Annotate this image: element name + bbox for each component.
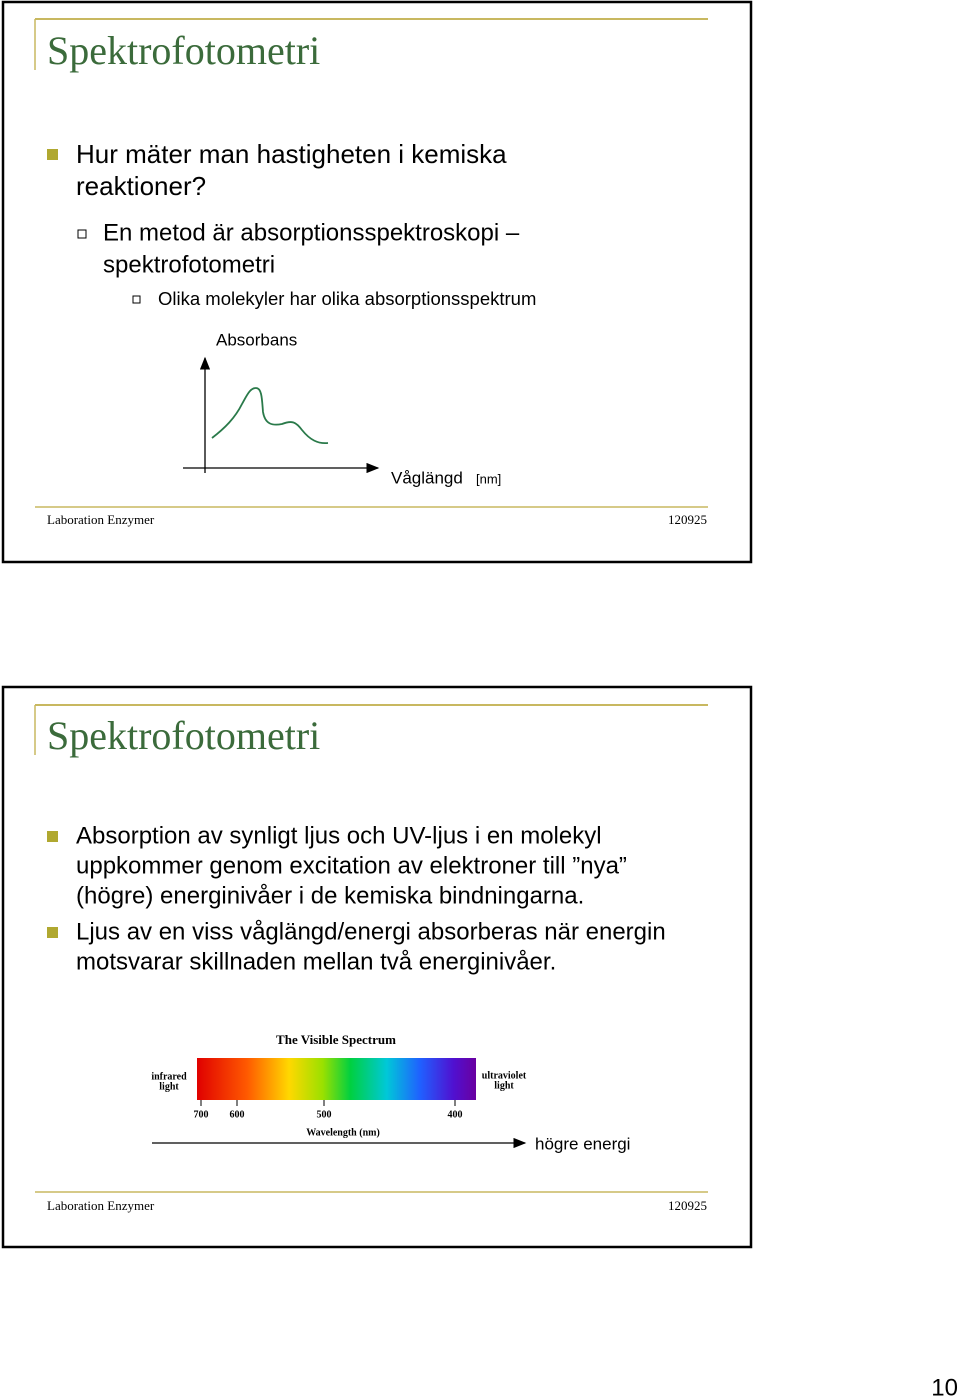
- bullet-marker: [47, 927, 58, 938]
- axis-label: Absorbans: [216, 330, 297, 349]
- slide-title: Spektrofotometri: [47, 28, 320, 73]
- bullet-text: Hur mäter man hastigheten i kemiska: [76, 139, 507, 169]
- bullet-text: (högre) energinivåer i de kemiska bindni…: [76, 882, 584, 909]
- figure-title: The Visible Spectrum: [276, 1032, 396, 1047]
- spectrum-label: infrared: [151, 1071, 187, 1082]
- bullet-text: spektrofotometri: [103, 251, 275, 278]
- bullet-text: reaktioner?: [76, 171, 206, 201]
- page-number: 10: [931, 1374, 958, 1400]
- bullet-text: Ljus av en viss våglängd/energi absorber…: [76, 918, 666, 945]
- sub-bullet-marker: [132, 295, 141, 304]
- footer-left: Laboration Enzymer: [47, 1198, 155, 1213]
- spectrum-bar: [197, 1058, 476, 1100]
- absorbance-figure: Absorbans Våglängd [nm]: [183, 330, 501, 487]
- slide-2: Spektrofotometri Absorption av synligt l…: [1, 685, 753, 1249]
- axis-label: Wavelength (nm): [306, 1127, 380, 1138]
- slide-frame: [1, 685, 753, 1249]
- footer-left: Laboration Enzymer: [47, 512, 155, 527]
- spectrum-label: light: [159, 1081, 179, 1092]
- slide-frame: [1, 0, 753, 564]
- bullet-text: En metod är absorptionsspektroskopi –: [103, 219, 520, 246]
- sub-bullet-marker: [77, 229, 87, 239]
- footer-right: 120925: [668, 512, 707, 527]
- bullet-text: motsvarar skillnaden mellan två energini…: [76, 948, 556, 975]
- bullet-marker: [47, 831, 58, 842]
- bullet-marker: [47, 149, 58, 160]
- slide-1: Spektrofotometri Hur mäter man hastighet…: [1, 0, 753, 564]
- bullet-text: uppkommer genom excitation av elektroner…: [76, 852, 627, 879]
- footer-right: 120925: [668, 1198, 707, 1213]
- slide-title: Spektrofotometri: [47, 713, 320, 758]
- tick-label: 600: [230, 1109, 245, 1120]
- absorbance-curve: [211, 387, 329, 445]
- tick-label: 400: [448, 1109, 463, 1120]
- bullet-text: Absorption av synligt ljus och UV-ljus i…: [76, 822, 602, 849]
- tick-label: 700: [194, 1109, 209, 1120]
- bullet-text: Olika molekyler har olika absorptionsspe…: [158, 288, 536, 309]
- arrow-label: högre energi: [535, 1134, 630, 1153]
- spectrum-label: light: [494, 1080, 514, 1091]
- spectrum-label: ultraviolet: [482, 1070, 527, 1081]
- spectrum-figure: The Visible Spectrum infrared light ultr…: [151, 1032, 630, 1154]
- tick-label: 500: [317, 1109, 332, 1120]
- axis-unit: [nm]: [476, 471, 501, 486]
- axis-label: Våglängd: [391, 468, 463, 487]
